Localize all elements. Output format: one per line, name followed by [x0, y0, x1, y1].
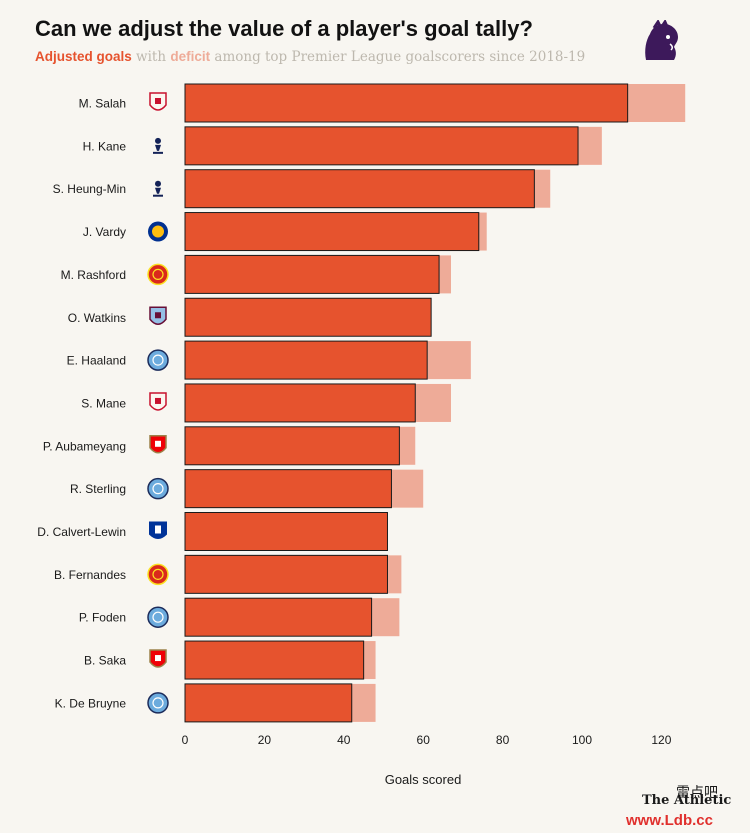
- deficit-bar: [391, 469, 424, 508]
- x-tick-label: 80: [496, 733, 510, 747]
- adjusted-bar: [184, 83, 629, 123]
- watermark-url: www.Ldb.cc: [626, 812, 713, 829]
- x-axis-label: Goals scored: [385, 772, 462, 787]
- player-label: J. Vardy: [83, 225, 126, 239]
- x-tick-label: 20: [258, 733, 272, 747]
- tottenham-crest-icon: [153, 137, 163, 154]
- deficit-bar: [439, 255, 451, 294]
- the-athletic-logo: The Athletic: [642, 793, 732, 808]
- deficit-bar: [478, 212, 487, 251]
- adjusted-bar: [184, 254, 440, 294]
- man-united-crest-icon: [147, 563, 169, 586]
- deficit-bar: [351, 683, 376, 722]
- adjusted-bar: [184, 683, 353, 723]
- liverpool-crest-icon: [149, 92, 167, 111]
- x-tick-label: 60: [417, 733, 431, 747]
- adjusted-bar: [184, 169, 535, 209]
- deficit-bar: [627, 84, 686, 122]
- x-axis-ticks: 0 20 40 60 80 100 120: [182, 733, 672, 747]
- deficit-bar: [578, 126, 602, 165]
- bars: [184, 83, 686, 723]
- man-city-crest-icon: [147, 349, 169, 371]
- player-label: M. Salah: [79, 97, 126, 111]
- man-city-crest-icon: [147, 606, 169, 628]
- aston-villa-crest-icon: [149, 306, 167, 325]
- arsenal-crest-icon: [149, 435, 167, 454]
- player-label: H. Kane: [83, 139, 127, 153]
- player-label: M. Rashford: [61, 268, 126, 282]
- premier-league-lion-icon: [645, 20, 678, 60]
- leicester-crest-icon: [148, 221, 168, 242]
- player-label: S. Heung-Min: [53, 182, 126, 196]
- deficit-bar: [387, 555, 402, 594]
- adjusted-bar: [184, 212, 480, 252]
- adjusted-bar: [184, 126, 579, 166]
- deficit-bar: [399, 426, 416, 465]
- everton-crest-icon: [149, 521, 167, 539]
- chart-title: Can we adjust the value of a player's go…: [35, 16, 533, 41]
- subtitle-with-text: with: [131, 49, 171, 65]
- adjusted-bar: [184, 554, 388, 594]
- player-label: P. Aubameyang: [43, 439, 126, 453]
- arsenal-crest-icon: [149, 649, 167, 668]
- adjusted-bar: [184, 426, 400, 466]
- adjusted-bar: [184, 512, 388, 551]
- subtitle-rest-text: among top Premier League goalscorers sin…: [210, 49, 586, 65]
- tottenham-crest-icon: [153, 180, 163, 197]
- deficit-bar: [415, 383, 451, 422]
- man-united-crest-icon: [147, 263, 169, 286]
- x-tick-label: 100: [572, 733, 592, 747]
- subtitle-adjusted-label: Adjusted goals: [35, 49, 132, 64]
- man-city-crest-icon: [147, 477, 169, 500]
- deficit-bar: [371, 598, 400, 637]
- adjusted-bar: [184, 340, 428, 380]
- man-city-crest-icon: [147, 692, 169, 714]
- adjusted-bar: [184, 297, 432, 337]
- deficit-bar: [427, 341, 471, 380]
- player-label: P. Foden: [79, 611, 126, 625]
- player-label: R. Sterling: [70, 482, 126, 496]
- deficit-bar: [534, 169, 551, 208]
- watermark-cn-text: 雷点吧: [676, 785, 718, 801]
- x-tick-label: 0: [182, 733, 189, 747]
- adjusted-bar: [184, 640, 365, 680]
- adjusted-bar: [184, 469, 392, 509]
- x-tick-label: 40: [337, 733, 351, 747]
- player-label: S. Mane: [81, 396, 126, 410]
- club-icons: [147, 92, 169, 714]
- player-labels: M. Salah H. Kane S. Heung-Min J. Vardy M. Ra…: [37, 97, 126, 711]
- chart-subtitle: Adjusted goals with deficit among top Pr…: [35, 49, 585, 65]
- player-label: D. Calvert-Lewin: [37, 525, 126, 539]
- player-label: K. De Bruyne: [55, 696, 127, 710]
- subtitle-deficit-label: deficit: [170, 49, 211, 64]
- player-label: B. Saka: [84, 654, 126, 668]
- deficit-bar: [363, 641, 376, 680]
- liverpool-crest-icon: [149, 392, 167, 411]
- adjusted-bar: [184, 383, 416, 423]
- adjusted-bar: [184, 597, 373, 637]
- player-label: E. Haaland: [67, 354, 126, 368]
- x-tick-label: 120: [651, 733, 671, 747]
- player-label: O. Watkins: [68, 311, 126, 325]
- player-label: B. Fernandes: [54, 568, 126, 582]
